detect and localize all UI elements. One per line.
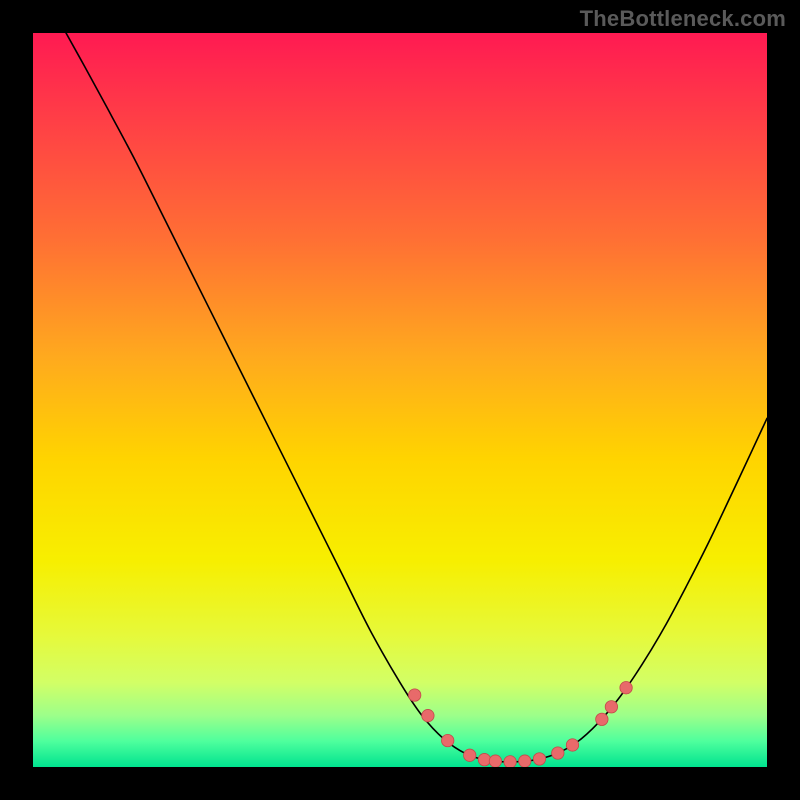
outer-frame: TheBottleneck.com bbox=[0, 0, 800, 800]
curve-marker bbox=[552, 747, 564, 759]
curve-marker bbox=[533, 753, 545, 765]
curve-marker bbox=[620, 682, 632, 694]
curve-marker bbox=[422, 709, 434, 721]
curve-marker bbox=[504, 756, 516, 767]
curve-marker bbox=[489, 755, 501, 767]
curve-marker bbox=[408, 689, 420, 701]
curve-marker bbox=[519, 755, 531, 767]
curve-marker bbox=[464, 749, 476, 761]
curve-marker bbox=[596, 713, 608, 725]
curve-marker bbox=[605, 701, 617, 713]
curve-marker bbox=[566, 739, 578, 751]
watermark-text: TheBottleneck.com bbox=[580, 6, 786, 32]
curve-marker bbox=[442, 734, 454, 746]
gradient-background bbox=[33, 33, 767, 767]
plot-svg bbox=[33, 33, 767, 767]
plot-area bbox=[33, 33, 767, 767]
curve-marker bbox=[478, 753, 490, 765]
